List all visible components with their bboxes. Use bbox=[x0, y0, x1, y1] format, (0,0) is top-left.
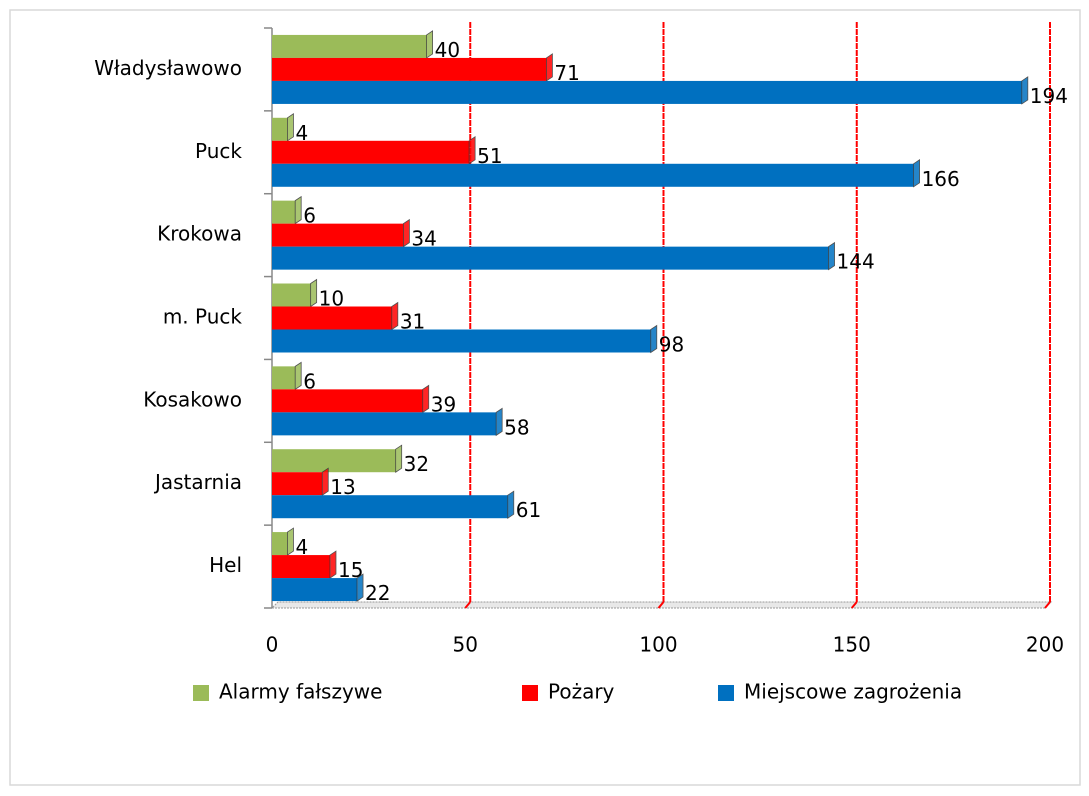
bar-cap bbox=[828, 241, 835, 271]
bar-cap bbox=[422, 384, 430, 414]
bar-cap bbox=[329, 550, 337, 579]
x-tick-label: 0 bbox=[266, 633, 279, 657]
bar-cap bbox=[395, 444, 403, 473]
bar bbox=[272, 532, 288, 556]
bar-cap bbox=[294, 195, 302, 225]
data-label: 61 bbox=[516, 498, 541, 522]
bar bbox=[272, 495, 508, 519]
bar bbox=[272, 449, 396, 473]
y-tick-label: m. Puck bbox=[163, 305, 243, 329]
bar bbox=[272, 366, 296, 390]
bar bbox=[272, 163, 914, 187]
data-label: 22 bbox=[365, 581, 390, 605]
bar-cap bbox=[468, 136, 476, 165]
data-label: 194 bbox=[1030, 84, 1068, 108]
bar bbox=[272, 80, 1022, 104]
bar bbox=[272, 306, 392, 330]
bar bbox=[272, 246, 829, 270]
bar-cap bbox=[356, 573, 364, 602]
bar bbox=[272, 200, 296, 224]
y-tick-label: Władysławowo bbox=[94, 56, 242, 80]
bar-cap bbox=[1021, 76, 1029, 105]
bar bbox=[272, 389, 423, 413]
legend-swatch bbox=[718, 685, 734, 701]
legend-swatch bbox=[522, 685, 538, 701]
y-tick-label: Kosakowo bbox=[143, 387, 242, 411]
data-label: 32 bbox=[404, 452, 429, 476]
bar-cap bbox=[403, 218, 410, 248]
bar-cap bbox=[507, 490, 515, 519]
bar bbox=[272, 578, 358, 602]
chart-frame bbox=[9, 9, 1081, 786]
legend-label: Pożary bbox=[548, 680, 615, 704]
x-tick-label: 100 bbox=[639, 633, 677, 657]
bar bbox=[272, 329, 651, 353]
bar bbox=[272, 472, 323, 496]
grid-line bbox=[1044, 601, 1051, 609]
bar-cap bbox=[650, 324, 658, 354]
x-tick-label: 150 bbox=[833, 633, 871, 657]
bar-cap bbox=[287, 527, 294, 556]
data-label: 4 bbox=[295, 121, 308, 145]
bar-cap bbox=[546, 53, 553, 82]
data-label: 6 bbox=[303, 369, 316, 393]
bar-cap bbox=[391, 301, 399, 331]
y-tick-label: Hel bbox=[209, 553, 242, 577]
y-tick-label: Puck bbox=[195, 139, 242, 163]
y-tick-label: Jastarnia bbox=[153, 470, 242, 494]
data-label: 166 bbox=[922, 167, 960, 191]
bar bbox=[272, 283, 311, 307]
x-tick-label: 50 bbox=[453, 633, 478, 657]
data-label: 6 bbox=[303, 204, 316, 228]
data-label: 4 bbox=[295, 535, 308, 559]
x-tick-label: 200 bbox=[1026, 633, 1064, 657]
grid-line bbox=[464, 601, 472, 609]
bar bbox=[272, 117, 288, 141]
legend-label: Alarmy fałszywe bbox=[219, 680, 382, 704]
data-label: 144 bbox=[837, 250, 875, 274]
bar bbox=[272, 140, 470, 164]
data-label: 98 bbox=[659, 333, 684, 357]
bar bbox=[272, 412, 497, 436]
grid-line bbox=[850, 601, 858, 609]
bar-cap bbox=[426, 30, 434, 59]
bar-cap bbox=[294, 361, 302, 391]
data-label: 58 bbox=[504, 415, 529, 439]
bar bbox=[272, 34, 427, 58]
legend-label: Miejscowe zagrożenia bbox=[744, 680, 962, 704]
bar bbox=[272, 555, 330, 579]
y-tick-label: Krokowa bbox=[157, 222, 242, 246]
bar-cap bbox=[321, 467, 329, 496]
bar-cap bbox=[287, 113, 294, 142]
bar bbox=[272, 57, 547, 81]
bar bbox=[272, 223, 404, 247]
grid-line bbox=[657, 601, 665, 609]
legend-swatch bbox=[193, 685, 209, 701]
bar-cap bbox=[495, 407, 503, 437]
bar-cap bbox=[913, 159, 920, 188]
bar-cap bbox=[310, 278, 318, 308]
